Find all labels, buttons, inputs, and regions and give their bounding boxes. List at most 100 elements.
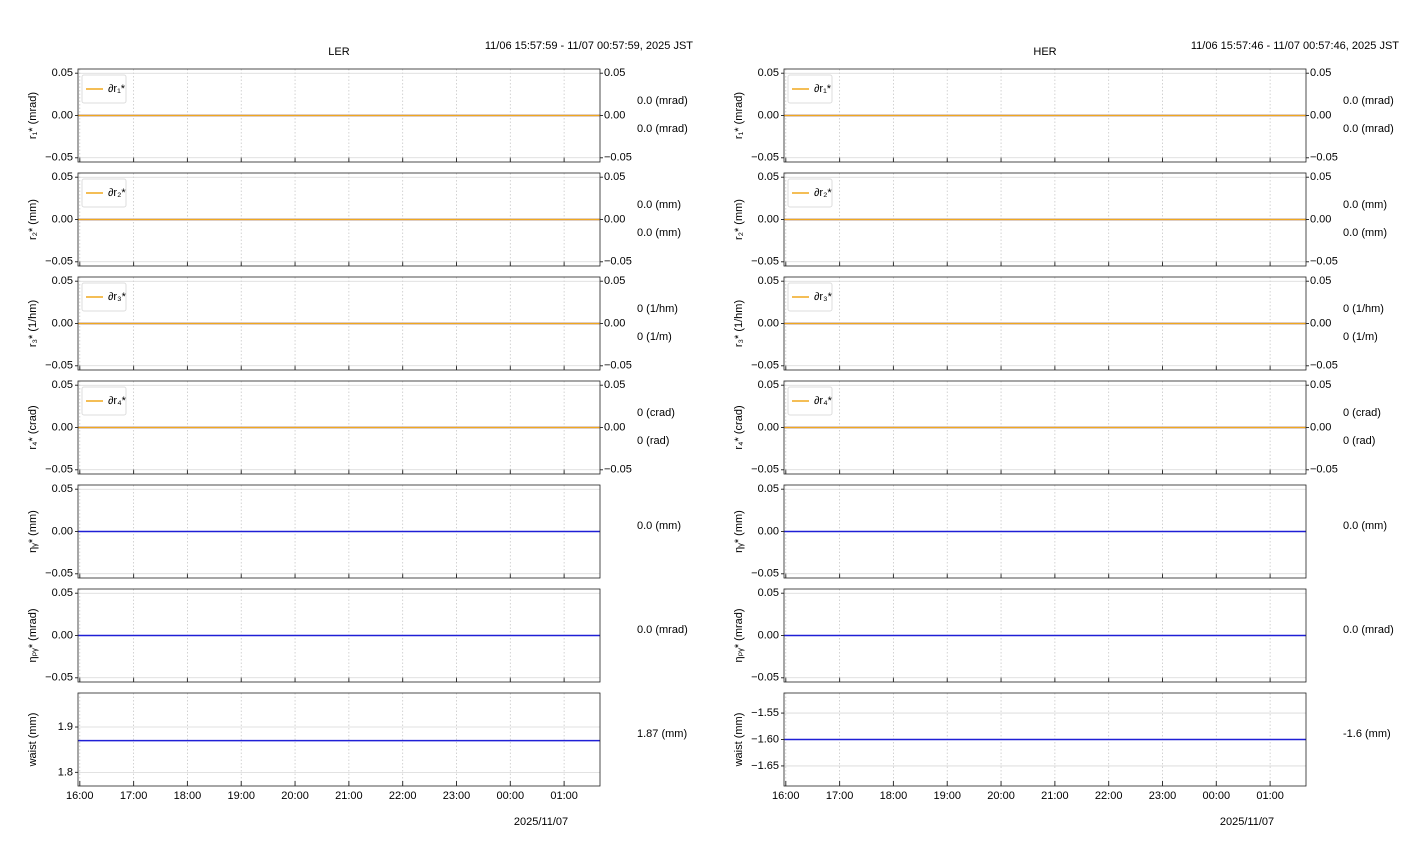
y-axis-label: r₄* (crad) xyxy=(27,405,39,449)
legend-label: ∂r₂* xyxy=(814,187,832,199)
y2-tick-label: −0.05 xyxy=(1310,256,1338,268)
y-axis-label: r₁* (mrad) xyxy=(27,92,39,139)
y-tick-label: −0.05 xyxy=(45,152,73,164)
y-tick-label: −0.05 xyxy=(751,360,779,372)
plot-frame xyxy=(77,172,601,267)
value-label: 0.0 (mrad) xyxy=(637,624,688,636)
y2-tick-label: 0.00 xyxy=(1310,213,1331,225)
x-axis-label: 2025/11/07 xyxy=(1220,816,1274,828)
value-label: 0 (rad) xyxy=(1343,435,1375,447)
y-tick-label: 1.8 xyxy=(58,766,73,778)
y-tick-label: 0.00 xyxy=(758,213,779,225)
y-tick-label: −0.05 xyxy=(751,256,779,268)
y-tick-label: 0.05 xyxy=(52,67,73,79)
legend-box xyxy=(787,386,833,416)
y2-tick-label: 0.05 xyxy=(604,379,625,391)
value-label: -1.6 (mm) xyxy=(1343,728,1391,740)
y2-tick-label: 0.00 xyxy=(604,421,625,433)
value-label: 0 (1/hm) xyxy=(637,303,678,315)
legend-label: ∂r₃* xyxy=(108,291,127,303)
y-tick-label: −0.05 xyxy=(751,568,779,580)
plot-frame xyxy=(783,172,1307,267)
value-label: 1.87 (mm) xyxy=(637,728,687,740)
plot-frame xyxy=(77,68,601,163)
y-tick-label: 0.00 xyxy=(52,629,73,641)
chart-subtitle: 11/06 15:57:46 - 11/07 00:57:46, 2025 JS… xyxy=(1191,40,1399,52)
plot-frame xyxy=(783,692,1307,787)
y-axis-label: r₃* (1/hm) xyxy=(27,300,39,347)
y-tick-label: 0.05 xyxy=(52,587,73,599)
y2-tick-label: 0.05 xyxy=(1310,171,1331,183)
y2-tick-label: 0.00 xyxy=(604,317,625,329)
y2-tick-label: 0.05 xyxy=(1310,67,1331,79)
y-tick-label: −1.60 xyxy=(751,733,779,745)
y-tick-label: 0.00 xyxy=(758,629,779,641)
y-tick-label: 0.05 xyxy=(758,67,779,79)
y2-tick-label: −0.05 xyxy=(1310,360,1338,372)
plot-frame xyxy=(783,484,1307,579)
y-tick-label: −0.05 xyxy=(45,672,73,684)
y-axis-label: ηᵧ* (mm) xyxy=(27,510,39,553)
x-tick-label: 19:00 xyxy=(227,790,255,802)
x-tick-label: 20:00 xyxy=(281,790,309,802)
y-tick-label: −0.05 xyxy=(751,672,779,684)
value-label: 0 (1/m) xyxy=(1343,331,1378,343)
y2-tick-label: 0.00 xyxy=(1310,421,1331,433)
legend-label: ∂r₁* xyxy=(814,83,832,95)
y-tick-label: −0.05 xyxy=(45,256,73,268)
value-label: 0 (crad) xyxy=(637,407,675,419)
y2-tick-label: 0.05 xyxy=(604,67,625,79)
y-tick-label: 0.05 xyxy=(758,483,779,495)
y2-tick-label: −0.05 xyxy=(1310,464,1338,476)
plot-frame xyxy=(77,692,601,787)
legend-box xyxy=(81,282,127,312)
y-tick-label: 0.00 xyxy=(52,213,73,225)
y-tick-label: −1.65 xyxy=(751,760,779,772)
y-tick-label: 0.05 xyxy=(52,275,73,287)
y-tick-label: 0.00 xyxy=(52,525,73,537)
x-tick-label: 00:00 xyxy=(1203,790,1231,802)
y2-tick-label: −0.05 xyxy=(604,360,632,372)
y-axis-label: r₂* (mm) xyxy=(27,199,39,240)
value-label: 0.0 (mm) xyxy=(637,520,681,532)
y2-tick-label: 0.00 xyxy=(1310,109,1331,121)
y-axis-label: r₁* (mrad) xyxy=(733,92,745,139)
legend-box xyxy=(81,74,127,104)
plot-frame xyxy=(77,380,601,475)
value-label: 0 (crad) xyxy=(1343,407,1381,419)
y-tick-label: 0.00 xyxy=(758,421,779,433)
y2-tick-label: −0.05 xyxy=(604,152,632,164)
value-label: 0.0 (mm) xyxy=(1343,199,1387,211)
y-tick-label: 1.9 xyxy=(58,721,73,733)
chart-subtitle: 11/06 15:57:59 - 11/07 00:57:59, 2025 JS… xyxy=(485,40,693,52)
y-tick-label: 0.05 xyxy=(758,379,779,391)
value-label: 0.0 (mrad) xyxy=(1343,123,1394,135)
y2-tick-label: 0.05 xyxy=(604,275,625,287)
y2-tick-label: 0.00 xyxy=(1310,317,1331,329)
x-tick-label: 20:00 xyxy=(987,790,1015,802)
x-tick-label: 22:00 xyxy=(1095,790,1123,802)
x-tick-label: 01:00 xyxy=(550,790,578,802)
y-axis-label: ηₚᵧ* (mrad) xyxy=(733,608,745,662)
y-axis-label: waist (mm) xyxy=(27,713,39,768)
value-label: 0 (1/m) xyxy=(637,331,672,343)
legend-box xyxy=(81,178,127,208)
y2-tick-label: 0.00 xyxy=(604,109,625,121)
x-tick-label: 22:00 xyxy=(389,790,417,802)
y-axis-label: ηₚᵧ* (mrad) xyxy=(27,608,39,662)
legend-box xyxy=(787,282,833,312)
x-tick-label: 19:00 xyxy=(933,790,961,802)
legend-label: ∂r₂* xyxy=(108,187,126,199)
y-axis-label: r₂* (mm) xyxy=(733,199,745,240)
y-axis-label: waist (mm) xyxy=(733,713,745,768)
y-tick-label: −0.05 xyxy=(45,464,73,476)
value-label: 0.0 (mm) xyxy=(637,199,681,211)
chart-title: LER xyxy=(328,46,349,58)
y-tick-label: 0.05 xyxy=(758,275,779,287)
value-label: 0.0 (mm) xyxy=(1343,520,1387,532)
y-tick-label: 0.05 xyxy=(52,483,73,495)
x-tick-label: 16:00 xyxy=(772,790,800,802)
y-tick-label: −0.05 xyxy=(45,360,73,372)
legend-label: ∂r₄* xyxy=(814,395,833,407)
